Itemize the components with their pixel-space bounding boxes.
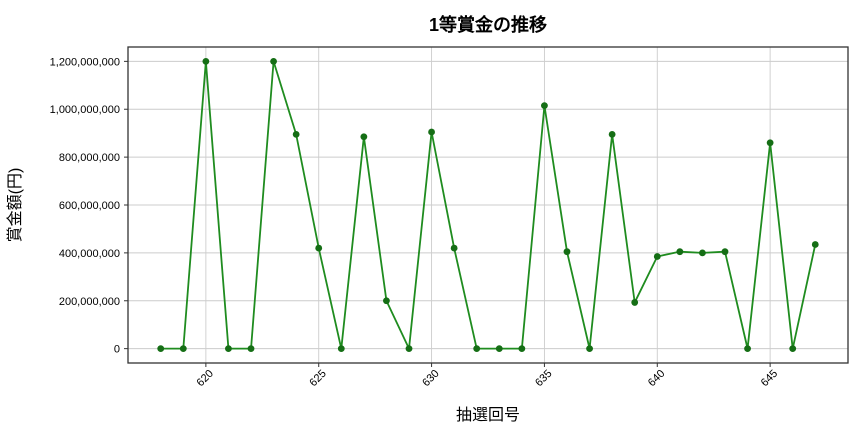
data-point — [179, 345, 187, 353]
data-point — [292, 130, 300, 138]
data-point — [315, 244, 323, 252]
data-point — [157, 345, 165, 353]
x-tick-label: 645 — [759, 368, 780, 389]
data-point — [699, 249, 706, 257]
y-tick-label: 400,000,000 — [59, 248, 120, 260]
y-tick-label: 1,200,000,000 — [50, 56, 120, 68]
x-tick-label: 635 — [533, 368, 554, 389]
y-axis-label: 賞金額(円) — [6, 168, 24, 243]
plot-frame — [127, 46, 849, 364]
y-tick-label: 0 — [114, 344, 120, 356]
data-point — [383, 297, 390, 305]
y-tick-label: 200,000,000 — [59, 296, 120, 308]
data-point — [270, 57, 277, 65]
y-tick-label: 1,000,000,000 — [50, 104, 120, 116]
data-point — [360, 133, 368, 141]
data-point — [586, 345, 593, 353]
plot-area: 620 625 630 635 640 645 0 200,000,000 400,000,00… — [50, 46, 849, 389]
data-point — [428, 128, 435, 136]
data-point — [631, 299, 639, 306]
x-tick-label: 625 — [307, 368, 328, 389]
y-tick-label: 800,000,000 — [59, 152, 120, 164]
data-point — [473, 345, 481, 353]
data-point — [518, 345, 526, 353]
data-point — [721, 248, 729, 256]
x-tick-label: 630 — [420, 368, 441, 389]
x-axis-label: 抽選回号 — [456, 406, 520, 424]
data-point — [789, 345, 797, 353]
data-point — [608, 130, 616, 138]
data-point — [563, 248, 571, 256]
chart-title: 1等賞金の推移 — [429, 14, 547, 35]
x-tick-label: 640 — [646, 368, 667, 389]
data-point — [766, 139, 774, 147]
data-point — [450, 244, 458, 252]
y-tick-label: 600,000,000 — [59, 200, 120, 212]
data-point — [247, 345, 255, 353]
data-line — [160, 60, 817, 350]
data-point — [541, 102, 548, 110]
data-point — [676, 248, 684, 256]
data-point — [744, 345, 751, 353]
x-tick-label: 620 — [195, 368, 216, 389]
data-point — [405, 345, 413, 353]
data-point — [811, 241, 819, 248]
data-point — [653, 253, 661, 260]
data-point — [202, 57, 210, 65]
data-point — [225, 345, 232, 353]
data-point — [495, 345, 503, 353]
data-point — [337, 345, 345, 353]
